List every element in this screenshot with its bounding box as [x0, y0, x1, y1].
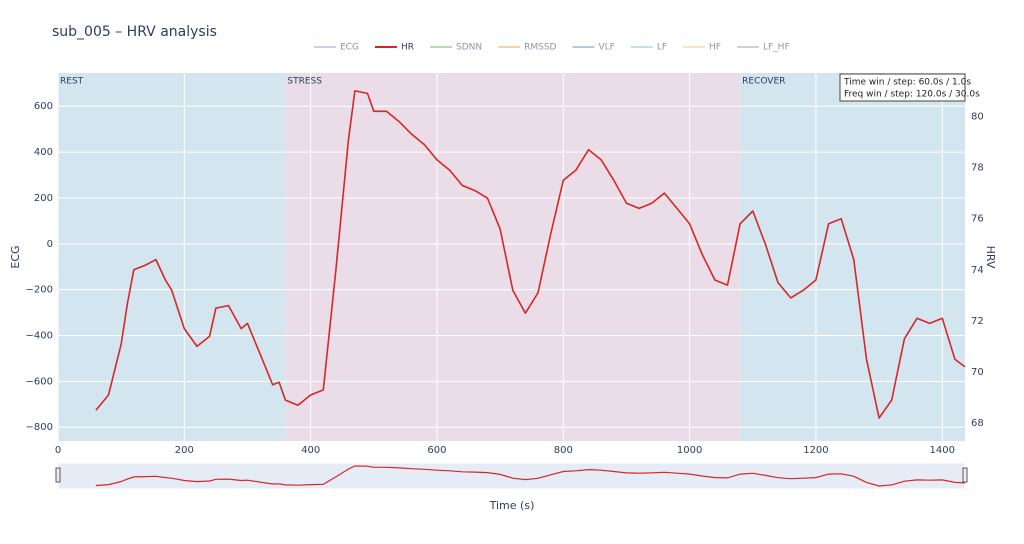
annotation: Freq win / step: 120.0s / 30.0s [844, 90, 980, 100]
slider-line [95, 465, 966, 487]
region-label: RECOVER [742, 77, 785, 87]
y2-tick-label: 78 [971, 163, 984, 174]
y2-tick-label: 74 [971, 265, 984, 276]
series-line [95, 90, 966, 419]
region-label: REST [60, 77, 84, 87]
x-tick-label: 1400 [930, 445, 955, 456]
y-tick-label: 200 [34, 193, 53, 204]
x-tick-label: 0 [55, 445, 61, 456]
region [58, 73, 286, 441]
x-tick-label: 1000 [677, 445, 702, 456]
y2-tick-label: 76 [971, 214, 984, 225]
legend-label: ECG [340, 43, 359, 53]
y-tick-label: −800 [26, 422, 53, 433]
legend-label: HF [709, 43, 721, 53]
x-tick-label: 800 [554, 445, 573, 456]
region [285, 73, 741, 441]
y-tick-label: −200 [26, 285, 53, 296]
y2-axis-title: HRV [984, 246, 997, 269]
y-tick-label: 400 [34, 147, 53, 158]
legend-label: LF [657, 43, 667, 53]
x-tick-label: 1200 [803, 445, 828, 456]
annotation: Time win / step: 60.0s / 1.0s [843, 78, 971, 88]
range-handle [962, 467, 968, 483]
y2-tick-label: 72 [971, 316, 984, 327]
y-tick-label: 600 [34, 101, 53, 112]
x-tick-label: 400 [301, 445, 320, 456]
y-axis-title: ECG [9, 245, 22, 268]
legend-label: HR [401, 43, 414, 53]
y2-tick-label: 70 [971, 367, 984, 378]
y-tick-label: −400 [26, 331, 53, 342]
y-tick-label: 0 [47, 239, 53, 250]
x-axis-title: Time (s) [489, 499, 535, 512]
legend-label: LF_HF [763, 43, 790, 53]
y2-tick-label: 80 [971, 111, 984, 122]
region-label: STRESS [287, 77, 322, 87]
x-tick-label: 200 [175, 445, 194, 456]
chart-title: sub_005 – HRV analysis [52, 24, 217, 40]
annotation-box [839, 73, 966, 102]
x-tick-label: 600 [427, 445, 446, 456]
y-tick-label: −600 [26, 376, 53, 387]
range-slider [57, 462, 966, 490]
y2-tick-label: 68 [971, 418, 984, 429]
range-handle [55, 467, 61, 483]
legend-label: SDNN [456, 43, 482, 53]
legend-label: VLF [598, 43, 614, 53]
legend-label: RMSSD [524, 43, 556, 53]
